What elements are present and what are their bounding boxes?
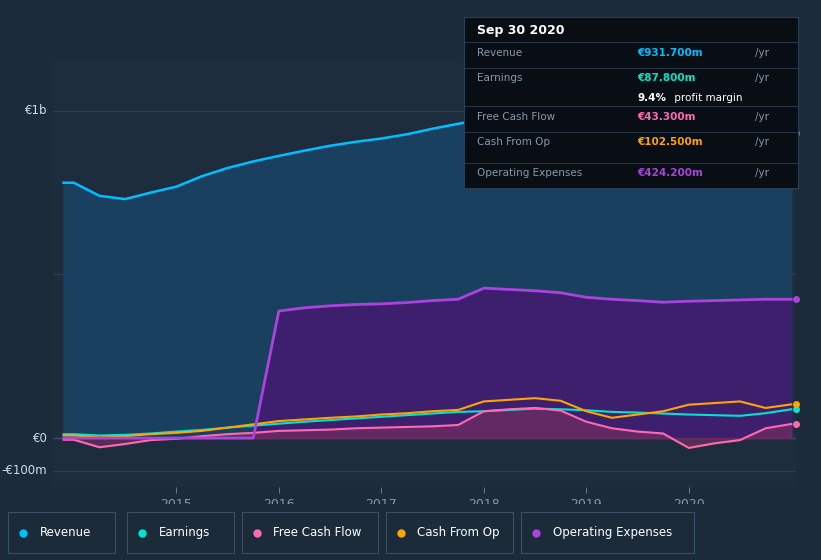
Text: Sep 30 2020: Sep 30 2020 xyxy=(477,24,565,36)
Text: /yr: /yr xyxy=(754,73,768,83)
Text: profit margin: profit margin xyxy=(671,93,742,103)
Bar xyxy=(127,512,234,553)
Text: €102.500m: €102.500m xyxy=(638,137,707,147)
Text: Cash From Op: Cash From Op xyxy=(477,137,550,147)
Text: Revenue: Revenue xyxy=(477,48,522,58)
Bar xyxy=(242,512,378,553)
Text: €1b: €1b xyxy=(25,104,48,117)
Text: €0: €0 xyxy=(33,432,48,445)
Bar xyxy=(8,512,115,553)
Text: Earnings: Earnings xyxy=(477,73,523,83)
Text: €424.200m: €424.200m xyxy=(638,169,707,179)
Text: Revenue: Revenue xyxy=(39,526,91,539)
Text: Operating Expenses: Operating Expenses xyxy=(553,526,672,539)
Text: €931.700m: €931.700m xyxy=(638,48,707,58)
Text: €87.800m: €87.800m xyxy=(638,73,699,83)
Text: Free Cash Flow: Free Cash Flow xyxy=(273,526,362,539)
Text: 9.4%: 9.4% xyxy=(638,93,667,103)
Text: -€100m: -€100m xyxy=(2,464,48,477)
Text: Operating Expenses: Operating Expenses xyxy=(477,169,582,179)
Text: Cash From Op: Cash From Op xyxy=(417,526,499,539)
Bar xyxy=(521,512,694,553)
Text: /yr: /yr xyxy=(754,48,768,58)
Text: /yr: /yr xyxy=(754,169,768,179)
Text: /yr: /yr xyxy=(754,137,768,147)
Text: /yr: /yr xyxy=(754,113,768,123)
Bar xyxy=(386,512,513,553)
Text: €43.300m: €43.300m xyxy=(638,113,699,123)
Text: Earnings: Earnings xyxy=(158,526,210,539)
Text: Free Cash Flow: Free Cash Flow xyxy=(477,113,555,123)
